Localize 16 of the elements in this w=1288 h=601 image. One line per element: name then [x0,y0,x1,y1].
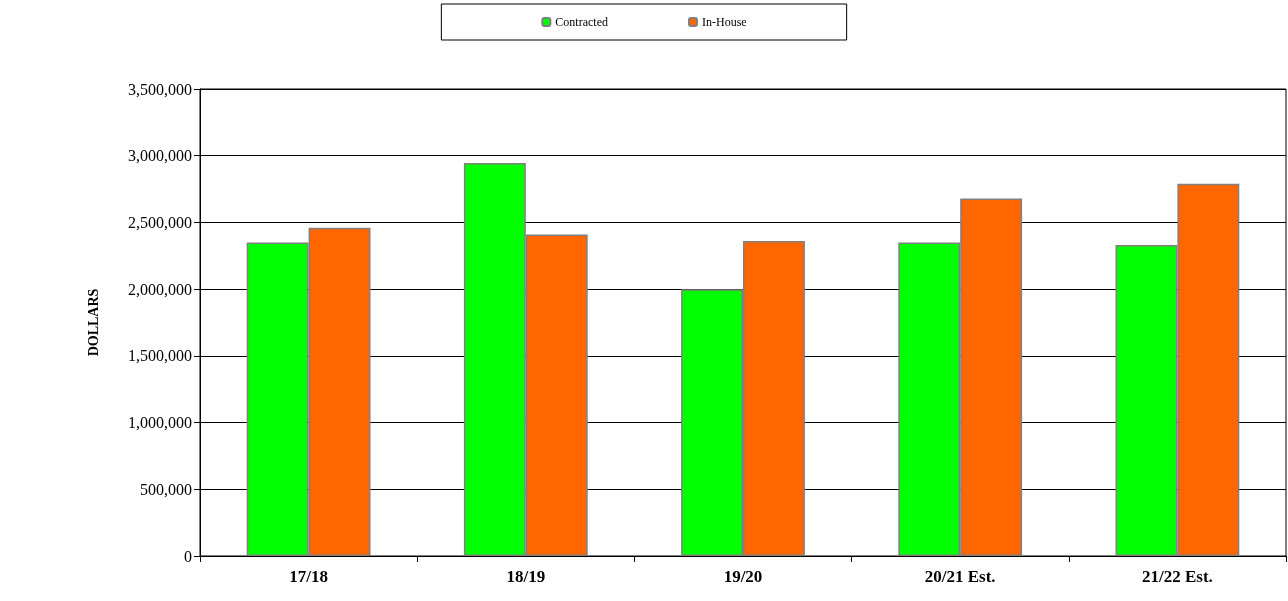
y-tick-label: 2,000,000 [128,280,192,298]
y-tick-label: 1,500,000 [128,347,192,365]
x-tick-label: 17/18 [289,567,328,586]
y-tick-label: 3,000,000 [128,147,192,165]
y-tick-label: 0 [184,547,192,565]
y-tick-label: 1,000,000 [128,414,192,432]
y-tick-label: 3,500,000 [128,80,192,98]
x-tick-label: 18/19 [506,567,546,586]
x-tick-label: 21/22 Est. [1141,567,1213,586]
legend-label: In-House [702,15,747,29]
y-axis-title: DOLLARS [85,288,101,357]
y-tick-label: 2,500,000 [128,213,192,231]
y-tick-label: 500,000 [140,480,192,498]
legend-label: Contracted [555,15,609,29]
x-tick-label: 19/20 [723,567,763,586]
x-tick-label: 20/21 Est. [924,567,996,586]
